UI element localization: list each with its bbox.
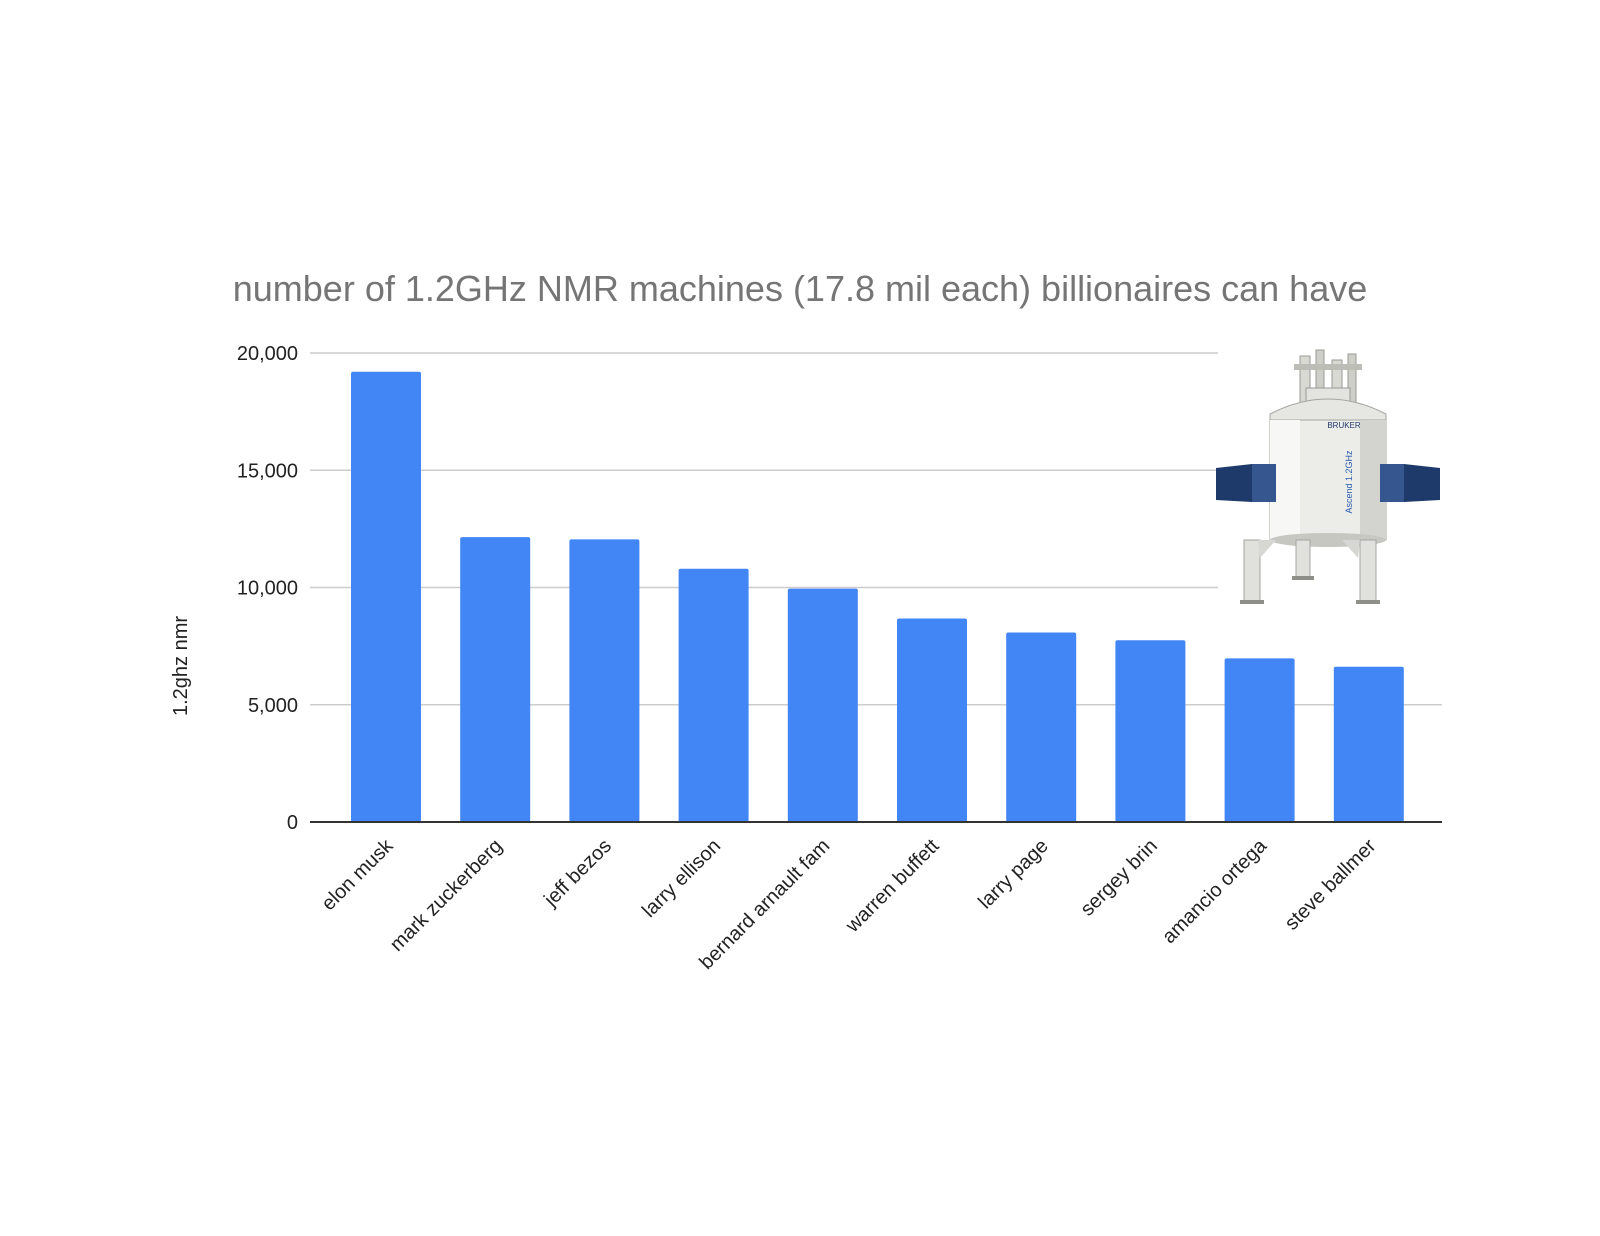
y-tick-label: 5,000 [248,695,298,717]
model-label-text: Ascend 1.2GHz [1344,450,1354,514]
y-axis-label: 1.2ghz nmr [170,616,192,716]
y-tick-label: 20,000 [237,343,298,365]
brand-logo-text: BRUKER [1327,421,1361,430]
bar [569,539,640,822]
bar [897,618,967,822]
bars [351,371,1404,822]
y-tick-label: 15,000 [237,460,298,482]
x-tick-label: elon musk [318,834,399,915]
x-tick-label: larry page [974,835,1052,913]
bar [787,588,858,822]
x-tick-label: jeff bezos [539,835,616,912]
x-tick-label: steve ballmer [1281,835,1381,935]
nmr-magnet-image: BRUKER Ascend 1.2GHz [1216,342,1440,632]
chart-title: number of 1.2GHz NMR machines (17.8 mil … [232,268,1368,309]
y-tick-label: 10,000 [237,578,298,600]
bar [1224,658,1295,822]
x-tick-label: warren buffett [841,835,944,938]
y-tick-labels: 0 5,000 10,000 15,000 20,000 [237,343,298,834]
bar [351,371,421,822]
bar [678,568,749,822]
x-tick-label: mark zuckerberg [386,835,507,956]
y-tick-label: 0 [287,812,298,834]
x-tick-label: amancio ortega [1158,834,1272,948]
bar [1115,640,1186,822]
bar [460,537,531,822]
x-tick-label: sergey brin [1076,835,1162,921]
bar [1006,632,1077,822]
bar [1333,666,1404,822]
x-tick-label: larry ellison [638,835,725,922]
